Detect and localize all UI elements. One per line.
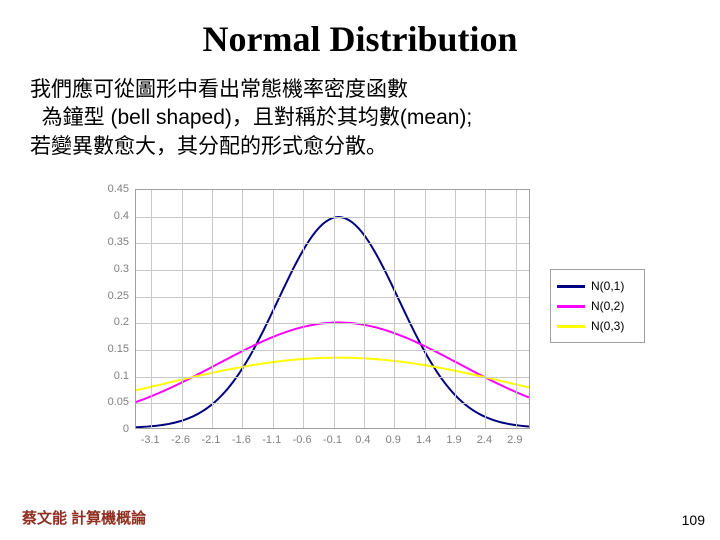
gridline-v — [455, 190, 456, 428]
x-tick-label: 2.9 — [500, 434, 530, 446]
gridline-h — [136, 270, 529, 271]
series-line — [136, 358, 529, 391]
gridline-v — [334, 190, 335, 428]
gridline-v — [394, 190, 395, 428]
x-tick-label: -2.1 — [196, 434, 226, 446]
gridline-v — [364, 190, 365, 428]
y-tick-label: 0.05 — [79, 396, 129, 408]
x-tick-label: 1.9 — [439, 434, 469, 446]
x-tick-label: 2.4 — [469, 434, 499, 446]
desc-line-3: 若變異數愈大，其分配的形式愈分散。 — [30, 133, 690, 161]
gridline-v — [212, 190, 213, 428]
legend-row: N(0,1) — [557, 276, 638, 296]
legend-label: N(0,1) — [591, 279, 624, 293]
legend-label: N(0,3) — [591, 319, 624, 333]
legend-label: N(0,2) — [591, 299, 624, 313]
plot-area — [135, 189, 530, 429]
x-tick-label: -0.6 — [287, 434, 317, 446]
y-tick-label: 0.4 — [79, 210, 129, 222]
y-tick-label: 0.15 — [79, 343, 129, 355]
gridline-h — [136, 377, 529, 378]
y-tick-label: 0.3 — [79, 263, 129, 275]
footer-page-number: 109 — [682, 512, 705, 528]
gridline-v — [425, 190, 426, 428]
x-tick-label: -1.1 — [257, 434, 287, 446]
gridline-h — [136, 217, 529, 218]
gridline-v — [182, 190, 183, 428]
legend-row: N(0,3) — [557, 316, 638, 336]
desc-line-2: 為鐘型 (bell shaped)，且對稱於其均數(mean); — [30, 104, 690, 132]
x-tick-label: -1.6 — [226, 434, 256, 446]
gridline-v — [151, 190, 152, 428]
legend-swatch — [557, 305, 585, 308]
gridline-v — [303, 190, 304, 428]
gridline-v — [485, 190, 486, 428]
legend-swatch — [557, 325, 585, 328]
gridline-v — [273, 190, 274, 428]
gridline-h — [136, 403, 529, 404]
x-tick-label: 1.4 — [409, 434, 439, 446]
gridline-v — [516, 190, 517, 428]
gridline-h — [136, 297, 529, 298]
x-tick-label: -0.1 — [318, 434, 348, 446]
y-tick-label: 0.2 — [79, 316, 129, 328]
page-title: Normal Distribution — [0, 0, 720, 76]
y-tick-label: 0.35 — [79, 236, 129, 248]
x-tick-label: 0.4 — [348, 434, 378, 446]
x-tick-label: -3.1 — [135, 434, 165, 446]
gridline-h — [136, 350, 529, 351]
x-tick-label: -2.6 — [166, 434, 196, 446]
y-tick-label: 0.25 — [79, 290, 129, 302]
gridline-v — [242, 190, 243, 428]
y-tick-label: 0 — [79, 423, 129, 435]
legend-row: N(0,2) — [557, 296, 638, 316]
gridline-h — [136, 323, 529, 324]
y-tick-label: 0.45 — [79, 183, 129, 195]
chart-curves — [136, 190, 529, 428]
desc-line-1: 我們應可從圖形中看出常態機率密度函數 — [30, 76, 690, 104]
footer-author: 蔡文能 計算機概論 — [22, 507, 146, 528]
series-line — [136, 323, 529, 403]
description-block: 我們應可從圖形中看出常態機率密度函數 為鐘型 (bell shaped)，且對稱… — [0, 76, 720, 161]
chart-container: N(0,1) N(0,2) N(0,3) 0 0.05 0.1 0.15 0.2 0.25 0.… — [75, 179, 645, 469]
chart-legend: N(0,1) N(0,2) N(0,3) — [550, 269, 645, 343]
y-tick-label: 0.1 — [79, 370, 129, 382]
x-tick-label: 0.9 — [378, 434, 408, 446]
gridline-h — [136, 243, 529, 244]
legend-swatch — [557, 285, 585, 288]
